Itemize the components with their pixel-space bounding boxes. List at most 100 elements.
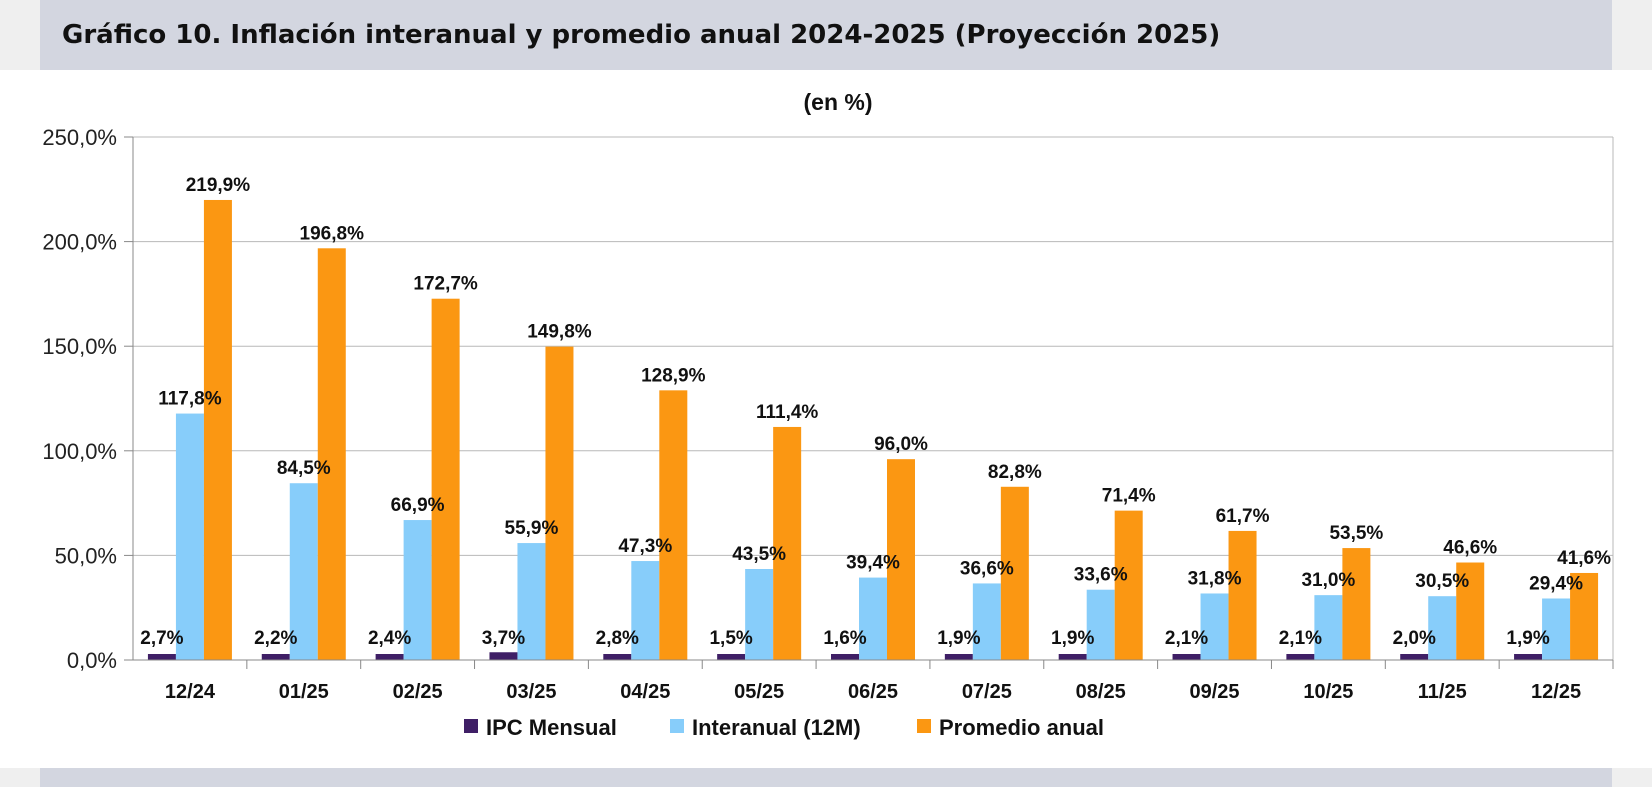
bar-interanual-12m: [1086, 589, 1115, 660]
bar-ipc-mensual: [1400, 654, 1429, 660]
data-label: 46,6%: [1443, 538, 1497, 559]
x-tick-label: 12/25: [1531, 681, 1581, 703]
bar-ipc-mensual: [261, 654, 290, 660]
bar-promedio-anual: [317, 248, 346, 660]
y-tick-label: 50,0%: [55, 543, 117, 568]
data-label: 128,9%: [641, 365, 706, 386]
data-label: 29,4%: [1529, 573, 1583, 594]
data-label: 1,9%: [1051, 628, 1094, 649]
x-tick-label: 01/25: [279, 681, 329, 703]
data-label: 1,9%: [937, 628, 980, 649]
bar-promedio-anual: [773, 426, 802, 660]
x-tick-label: 11/25: [1418, 681, 1467, 703]
x-tick-label: 06/25: [848, 681, 898, 703]
bar-interanual-12m: [1542, 598, 1571, 660]
bar-ipc-mensual: [944, 654, 973, 660]
x-tick-label: 02/25: [393, 681, 443, 703]
chart-panel: [0, 70, 1652, 768]
bar-promedio-anual: [1000, 486, 1029, 660]
bar-interanual-12m: [631, 561, 660, 660]
data-label: 31,0%: [1301, 570, 1355, 591]
bar-ipc-mensual: [831, 654, 859, 660]
data-label: 55,9%: [505, 518, 559, 539]
bar-promedio-anual: [1342, 548, 1371, 660]
bar-interanual-12m: [972, 583, 1001, 660]
bar-interanual-12m: [859, 577, 887, 660]
bar-interanual-12m: [289, 483, 318, 660]
data-label: 2,7%: [140, 628, 183, 649]
bar-promedio-anual: [1114, 510, 1143, 660]
y-tick-label: 200,0%: [42, 230, 117, 255]
bar-promedio-anual: [887, 459, 915, 660]
x-tick-label: 10/25: [1303, 681, 1353, 703]
y-tick-label: 250,0%: [42, 125, 117, 150]
bar-interanual-12m: [1428, 596, 1457, 660]
data-label: 149,8%: [527, 322, 592, 343]
legend-label: Promedio anual: [939, 715, 1104, 740]
y-tick-label: 0,0%: [67, 648, 117, 673]
data-label: 66,9%: [391, 495, 445, 516]
data-label: 2,8%: [596, 628, 639, 649]
bar-interanual-12m: [1200, 593, 1229, 660]
x-tick-label: 09/25: [1190, 681, 1240, 703]
data-label: 53,5%: [1329, 523, 1383, 544]
bar-ipc-mensual: [1058, 654, 1087, 660]
data-label: 3,7%: [482, 628, 525, 649]
data-label: 2,4%: [368, 628, 411, 649]
bars: [147, 199, 1599, 661]
data-label: 117,8%: [158, 389, 221, 410]
bar-promedio-anual: [1570, 572, 1599, 660]
x-tick-label: 04/25: [620, 681, 670, 703]
bar-ipc-mensual: [1514, 654, 1543, 660]
data-label: 1,6%: [823, 628, 866, 649]
bar-interanual-12m: [745, 568, 774, 660]
data-label: 172,7%: [413, 274, 478, 295]
data-label: 36,6%: [960, 558, 1014, 579]
data-label: 84,5%: [277, 458, 331, 479]
data-label: 2,2%: [254, 628, 297, 649]
legend: IPC Mensual Interanual (12M) Promedio anua…: [464, 715, 1104, 740]
bar-promedio-anual: [203, 199, 232, 661]
data-label: 71,4%: [1102, 486, 1156, 507]
bar-interanual-12m: [403, 520, 432, 660]
data-label: 96,0%: [874, 434, 928, 455]
legend-swatch: [464, 719, 478, 733]
bar-interanual-12m: [175, 413, 204, 660]
data-label: 2,1%: [1279, 628, 1322, 649]
chart-subtitle: (en %): [804, 89, 873, 115]
bottom-band: [40, 768, 1612, 787]
bar-ipc-mensual: [717, 654, 746, 660]
bar-promedio-anual: [1228, 530, 1257, 660]
data-label: 1,9%: [1506, 628, 1549, 649]
data-labels: 2,7% 117,8% 219,9% 2,2% 84,5% 196,8% 2,4% 66,9%…: [140, 175, 1611, 649]
bar-ipc-mensual: [489, 652, 518, 660]
data-label: 30,5%: [1415, 571, 1469, 592]
x-tick-label: 12/24: [165, 681, 216, 703]
bar-interanual-12m: [517, 543, 546, 660]
data-label: 2,1%: [1165, 628, 1208, 649]
bar-promedio-anual: [545, 346, 574, 660]
bar-promedio-anual: [431, 298, 460, 660]
data-label: 33,6%: [1074, 565, 1128, 586]
data-label: 39,4%: [846, 553, 900, 574]
chart-title: Gráfico 10. Inflación interanual y prome…: [62, 20, 1221, 50]
legend-label: IPC Mensual: [486, 715, 617, 740]
x-tick-label: 05/25: [734, 681, 784, 703]
bar-interanual-12m: [1314, 595, 1343, 660]
legend-swatch: [917, 719, 931, 733]
x-tick-label: 03/25: [506, 681, 556, 703]
x-tick-label: 08/25: [1076, 681, 1126, 703]
data-label: 47,3%: [618, 536, 672, 557]
data-label: 31,8%: [1188, 568, 1242, 589]
data-label: 196,8%: [300, 223, 365, 244]
bar-promedio-anual: [659, 390, 688, 660]
axes: 0,0% 50,0% 100,0% 150,0% 200,0% 250,0% 12/24 01…: [42, 125, 1614, 703]
bar-ipc-mensual: [1286, 654, 1315, 660]
data-label: 41,6%: [1557, 548, 1611, 569]
x-tick-label: 07/25: [962, 681, 1012, 703]
bar-ipc-mensual: [603, 654, 632, 660]
data-label: 43,5%: [732, 544, 786, 565]
legend-label: Interanual (12M): [692, 715, 861, 740]
title-band: [40, 0, 1612, 70]
